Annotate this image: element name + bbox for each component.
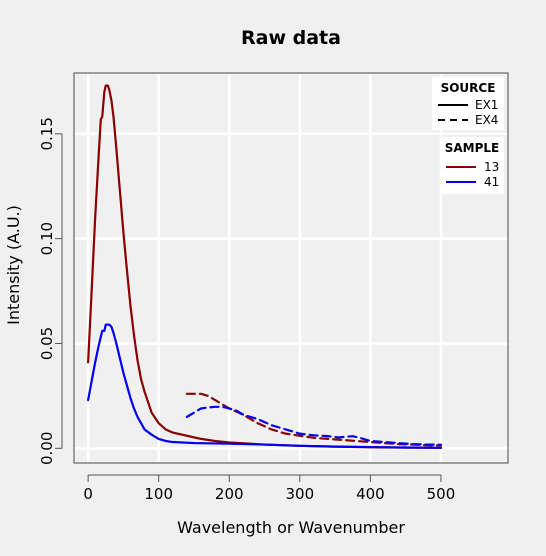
legend-sample-title: SAMPLE (445, 141, 500, 155)
x-tick-label: 0 (83, 485, 93, 503)
x-tick-label: 300 (286, 485, 315, 503)
x-axis: 0 100 200 300 400 500 (83, 474, 456, 503)
y-tick-label: 0.05 (38, 327, 56, 360)
chart-title: Raw data (241, 27, 341, 49)
legend-sample-41-label: 41 (484, 175, 499, 189)
series-line-ex4-41 (185, 405, 443, 446)
x-tick-label: 200 (215, 485, 244, 503)
series-line-ex1-41 (87, 323, 443, 449)
legend-source-box (432, 77, 504, 130)
legend-sample: SAMPLE 13 41 (440, 137, 504, 194)
legend-ex4-label: EX4 (475, 113, 498, 127)
legend-sample-13-label: 13 (484, 160, 499, 174)
y-axis-label: Intensity (A.U.) (4, 205, 23, 325)
y-tick-label: 0.00 (38, 432, 56, 465)
x-tick-label: 100 (144, 485, 173, 503)
y-tick-label: 0.10 (38, 222, 56, 255)
legend-source: SOURCE EX1 EX4 (432, 77, 504, 130)
y-tick-label: 0.15 (38, 117, 56, 150)
plot-frame (73, 72, 509, 464)
x-axis-label: Wavelength or Wavenumber (177, 518, 405, 537)
legend-sample-box (440, 137, 504, 194)
series-layer (87, 84, 443, 449)
legend-ex1-label: EX1 (475, 98, 498, 112)
y-axis: 0.00 0.05 0.10 0.15 (38, 117, 63, 465)
x-tick-label: 500 (427, 485, 456, 503)
x-tick-label: 400 (356, 485, 385, 503)
legend-source-title: SOURCE (441, 81, 496, 95)
